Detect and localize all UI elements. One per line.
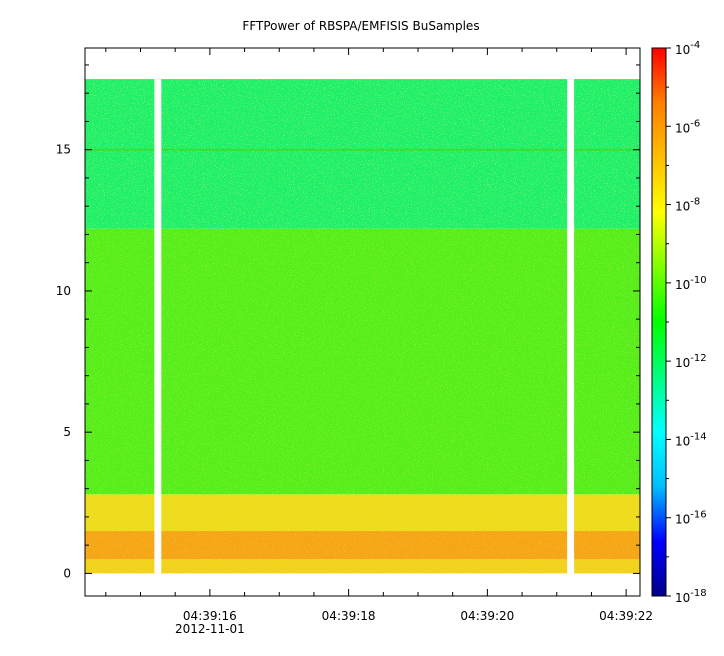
- plot-area: [84, 47, 641, 597]
- colorbar-tick-label: 10-6: [675, 118, 700, 135]
- x-tick-label: 04:39:16: [183, 609, 237, 623]
- colorbar-tick-label: 10-10: [675, 275, 707, 292]
- x-date-label: 2012-11-01: [175, 622, 245, 636]
- data-gaps: [154, 79, 575, 574]
- spectrogram-band-4: [85, 79, 640, 229]
- spectrogram: [85, 79, 640, 574]
- colorbar-tick-label: 10-18: [675, 588, 707, 605]
- spectrogram-band-2: [85, 494, 640, 532]
- x-tick-label: 04:39:22: [599, 609, 653, 623]
- x-tick-label: 04:39:18: [322, 609, 376, 623]
- y-tick-label: 10: [56, 284, 71, 298]
- y-tick-label: 5: [63, 425, 71, 439]
- colorbar-tick-label: 10-16: [675, 510, 707, 527]
- x-axis: 04:39:16 04:39:18 04:39:20 04:39:22 2012-11-…: [105, 48, 653, 636]
- y-axis: 0 5 10 15: [56, 64, 640, 580]
- spectrogram-band-1: [85, 531, 640, 560]
- data-gap-1: [567, 79, 575, 574]
- colorbar-gradient: [651, 47, 667, 597]
- y-tick-label: 0: [63, 566, 71, 580]
- colorbar-tick-label: 10-12: [675, 353, 707, 370]
- colorbar: 10-4 10-6 10-8 10-10 10-12 10-14 10-16 10-18: [651, 40, 707, 605]
- data-gap-0: [154, 79, 162, 574]
- chart-title: FFTPower of RBSPA/EMFISIS BuSamples: [242, 19, 479, 33]
- spectrogram-band-3: [85, 228, 640, 495]
- y-tick-label: 15: [56, 143, 71, 157]
- x-tick-label: 04:39:20: [460, 609, 514, 623]
- plot-frame: [84, 47, 641, 597]
- colorbar-ticks: 10-4 10-6 10-8 10-10 10-12 10-14 10-16 10-18: [666, 40, 707, 605]
- colorbar-tick-label: 10-4: [675, 40, 700, 57]
- colorbar-tick-label: 10-14: [675, 431, 707, 448]
- spectrogram-band-0: [85, 559, 640, 574]
- colorbar-tick-label: 10-8: [675, 197, 700, 214]
